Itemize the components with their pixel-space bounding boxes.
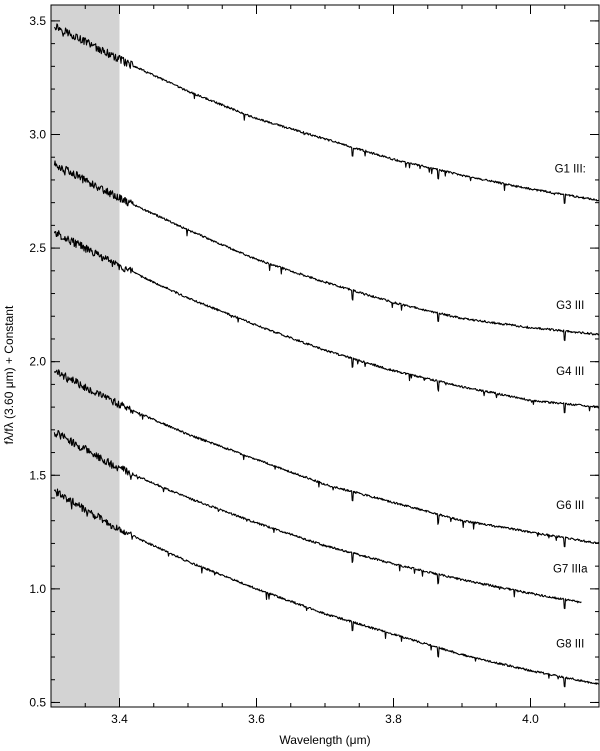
shaded-region-layer	[51, 5, 120, 707]
x-tick-label: 3.6	[248, 712, 265, 726]
y-tick-label: 0.5	[29, 695, 46, 709]
x-tick-label: 3.8	[385, 712, 402, 726]
spectrum-line-6	[53, 488, 599, 688]
spectrum-line-5	[53, 429, 582, 610]
spectrum-line-4	[53, 369, 600, 548]
y-tick-label: 3.5	[29, 14, 46, 28]
shaded-band	[51, 5, 120, 707]
x-axis-title: Wavelength (μm)	[279, 733, 370, 747]
plot-frame	[50, 4, 600, 708]
x-tick-label: 4.0	[522, 712, 539, 726]
series-label-5: G7 IIIa	[553, 563, 588, 575]
series-label-4: G6 III	[556, 500, 584, 512]
axes-layer: 3.4 3.6 3.8 4.0 0.5 1.0 1.5 2.0 2.5 3.0 3.5	[29, 4, 600, 726]
series-label-2: G3 III	[556, 300, 584, 312]
y-tick-label: 1.0	[29, 582, 46, 596]
series-label-layer: G1 III: G3 III G4 III G6 III G7 IIIa G8 III	[553, 164, 588, 651]
y-tick-label: 3.0	[29, 127, 46, 141]
series-layer	[53, 23, 600, 688]
y-tick-label: 2.5	[29, 241, 46, 255]
y-axis-title: fλ/fλ (3.60 μm) + Constant	[2, 305, 16, 444]
y-tick-label: 2.0	[29, 355, 46, 369]
y-tick-label: 1.5	[29, 468, 46, 482]
spectrum-line-3	[53, 230, 599, 414]
spectrum-line-2	[53, 160, 600, 342]
series-label-6: G8 III	[556, 638, 584, 650]
series-label-1: G1 III:	[555, 164, 586, 176]
x-tick-label: 3.4	[111, 712, 128, 726]
spectrum-line-1	[53, 23, 600, 204]
series-label-3: G4 III	[556, 366, 584, 378]
